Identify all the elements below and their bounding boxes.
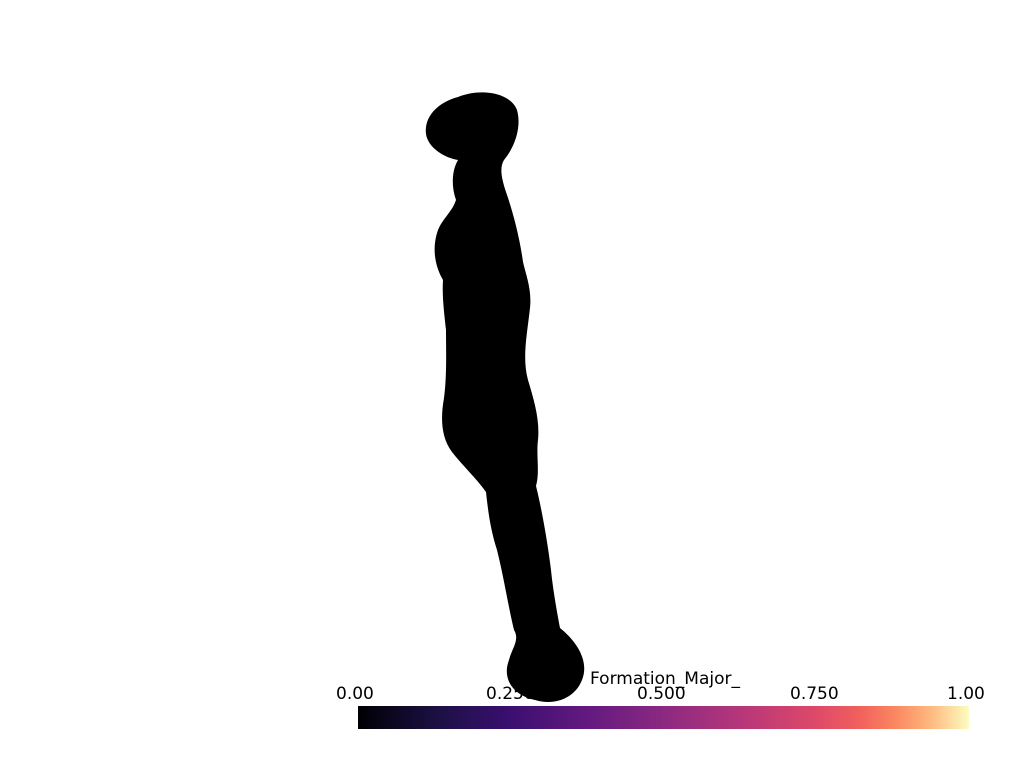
scalar-bar-gradient: [358, 706, 969, 729]
scalar-bar-tick-label: 0.750: [790, 684, 839, 704]
scalar-bar-tick-label: 0.00: [336, 684, 374, 704]
scalar-bar-tick-label: 0.250: [486, 684, 535, 704]
scalar-bar-tick-label: 0.500: [637, 684, 686, 704]
mesh-silhouette: [425, 92, 585, 702]
scalar-bar-title: Formation_Major_: [589, 669, 741, 689]
scalar-bar-tick-label: 1.00: [947, 684, 985, 704]
